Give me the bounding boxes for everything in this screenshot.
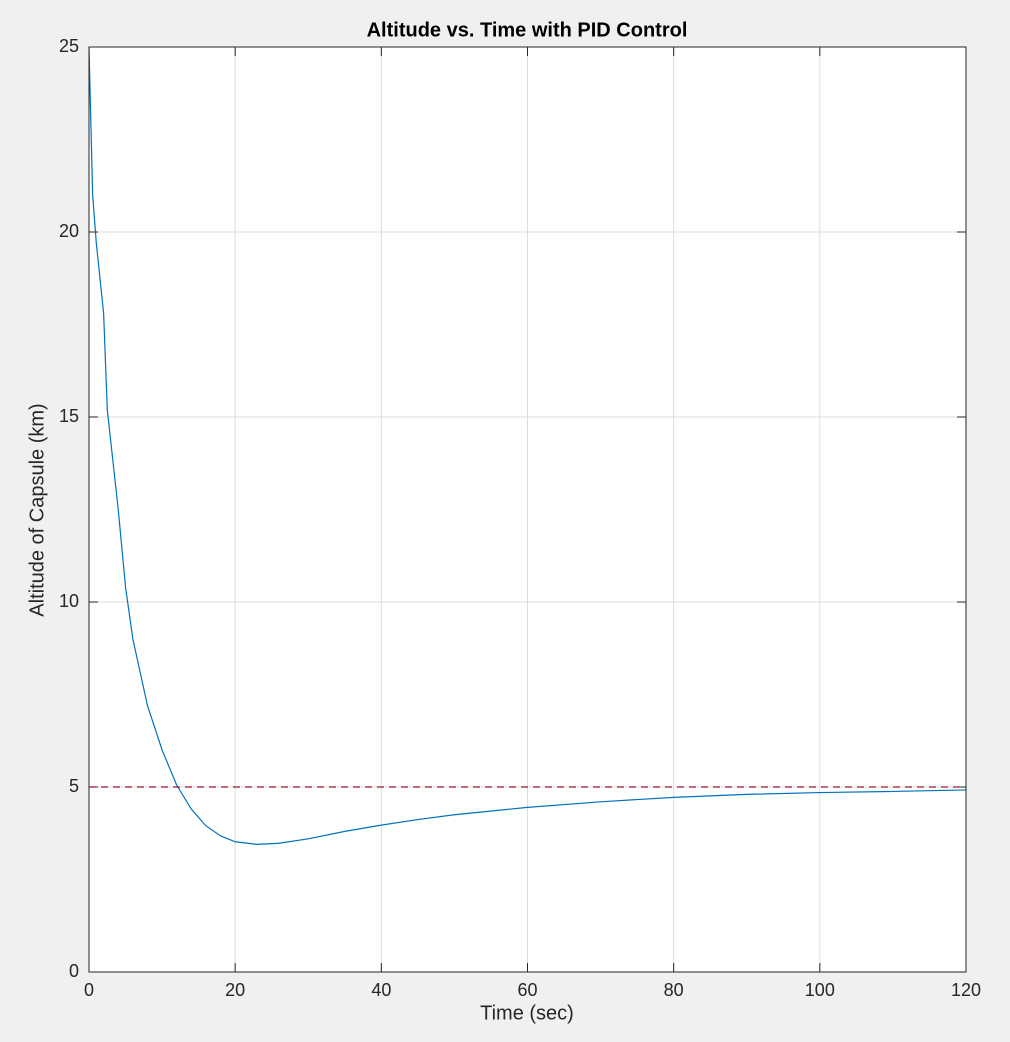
x-tick-label: 40 [371,980,391,1000]
x-tick-label: 100 [805,980,835,1000]
y-tick-label: 10 [59,591,79,611]
x-tick-label: 80 [664,980,684,1000]
x-tick-label: 120 [951,980,981,1000]
chart-title: Altitude vs. Time with PID Control [367,19,688,41]
x-axis-label: Time (sec) [480,1002,574,1024]
y-tick-label: 5 [69,776,79,796]
y-tick-label: 25 [59,36,79,56]
x-tick-label: 60 [517,980,537,1000]
y-tick-label: 0 [69,961,79,981]
y-tick-label: 20 [59,221,79,241]
axes-box [88,46,967,973]
data-line [88,46,967,845]
y-tick-label: 15 [59,406,79,426]
x-tick-label: 0 [84,980,94,1000]
x-tick-label: 20 [225,980,245,1000]
y-axis-label: Altitude of Capsule (km) [26,403,48,616]
